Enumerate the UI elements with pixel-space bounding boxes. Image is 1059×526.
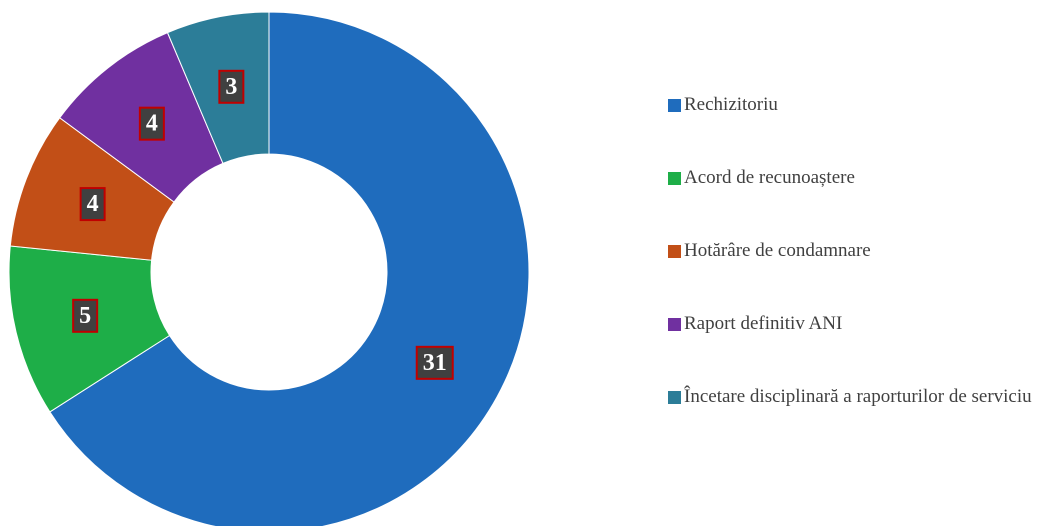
slice bbox=[49, 11, 530, 526]
legend-item: Hotărâre de condamnare bbox=[668, 238, 1059, 264]
label-box bbox=[218, 69, 245, 104]
value-label: 31 bbox=[423, 350, 447, 376]
label-box bbox=[138, 106, 165, 141]
label-box bbox=[79, 187, 106, 222]
legend-label: Acord de recunoaștere bbox=[684, 167, 855, 188]
legend-label: Rechizitoriu bbox=[684, 94, 778, 115]
legend-swatch bbox=[668, 245, 681, 258]
slice bbox=[166, 11, 270, 165]
legend-item: Încetare disciplinară a raporturilor de … bbox=[668, 384, 1059, 410]
legend-label: Raport definitiv ANI bbox=[684, 313, 843, 334]
value-label: 4 bbox=[87, 191, 99, 217]
legend-item: Raport definitiv ANI bbox=[668, 311, 1059, 337]
legend-swatch bbox=[668, 391, 681, 404]
value-label: 5 bbox=[79, 303, 91, 329]
label-box bbox=[72, 298, 99, 333]
legend-swatch bbox=[668, 99, 681, 112]
legend-item: Acord de recunoaștere bbox=[668, 165, 1059, 191]
value-label: 4 bbox=[146, 111, 158, 137]
value-label: 3 bbox=[225, 74, 237, 100]
legend-item: Rechizitoriu bbox=[668, 92, 1059, 118]
legend-label: Încetare disciplinară a raporturilor de … bbox=[684, 386, 1032, 407]
legend: Rechizitoriu Acord de recunoaștere Hotărâr… bbox=[668, 92, 1059, 457]
label-box bbox=[415, 345, 454, 380]
legend-label: Hotărâre de condamnare bbox=[684, 240, 871, 261]
legend-swatch bbox=[668, 172, 681, 185]
legend-swatch bbox=[668, 318, 681, 331]
